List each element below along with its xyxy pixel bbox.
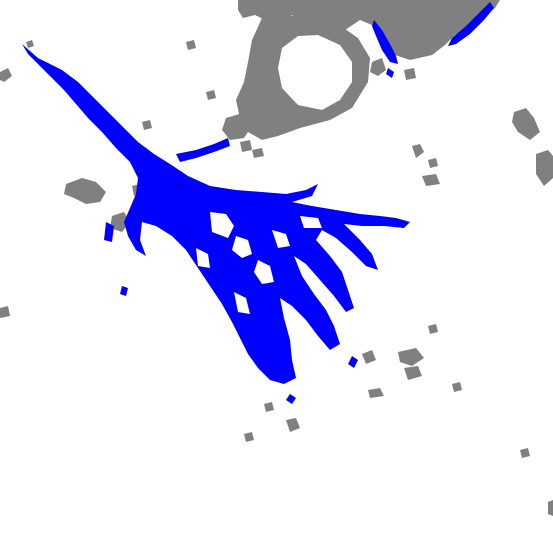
water-gap [196, 248, 210, 268]
cloud-patch [404, 366, 422, 380]
cloud-patch [368, 388, 384, 398]
water-gap [210, 212, 234, 238]
water-gap [232, 236, 252, 258]
cloud-patch [370, 58, 386, 76]
water-body [104, 222, 114, 242]
cloud-patch [238, 0, 500, 60]
cloud-patch [452, 382, 462, 392]
water-body [286, 394, 296, 404]
cloud-patch [536, 150, 553, 186]
cloud-patch [206, 90, 216, 100]
cloud-patch [362, 350, 376, 364]
cloud-patch [0, 306, 10, 318]
cloud-layer [0, 0, 553, 516]
water-body [372, 20, 398, 64]
cloud-patch [512, 108, 540, 140]
cloud-patch [422, 174, 440, 186]
cloud-patch [428, 158, 438, 168]
cloud-patch [110, 212, 130, 232]
cloud-patch [26, 40, 34, 48]
cloud-patch [244, 432, 254, 442]
water-body [386, 68, 394, 78]
water-body [348, 356, 358, 368]
cloud-patch [64, 178, 106, 204]
cloud-patch [404, 68, 416, 80]
cloud-patch [264, 402, 274, 412]
water-body [448, 2, 494, 46]
cloud-patch [428, 324, 438, 334]
cloud-patch [236, 15, 370, 140]
cloud-patch [142, 120, 152, 130]
cloud-patch [252, 148, 264, 158]
cloud-patch [412, 144, 424, 158]
water-gap [272, 230, 290, 248]
cloud-patch [286, 418, 300, 432]
cloud-patch [222, 112, 252, 140]
cloud-patch [186, 40, 196, 50]
cloud-patch [548, 500, 553, 516]
cloud-patch [520, 448, 530, 458]
water-layer [22, 2, 494, 404]
water-body [120, 286, 128, 296]
cloud-patch [240, 140, 252, 152]
cloud-patch [0, 68, 12, 82]
cloud-patch [398, 348, 424, 366]
water-gap [254, 260, 274, 284]
water-body [176, 138, 230, 162]
water-gap [300, 216, 322, 228]
water-gap [234, 292, 250, 314]
